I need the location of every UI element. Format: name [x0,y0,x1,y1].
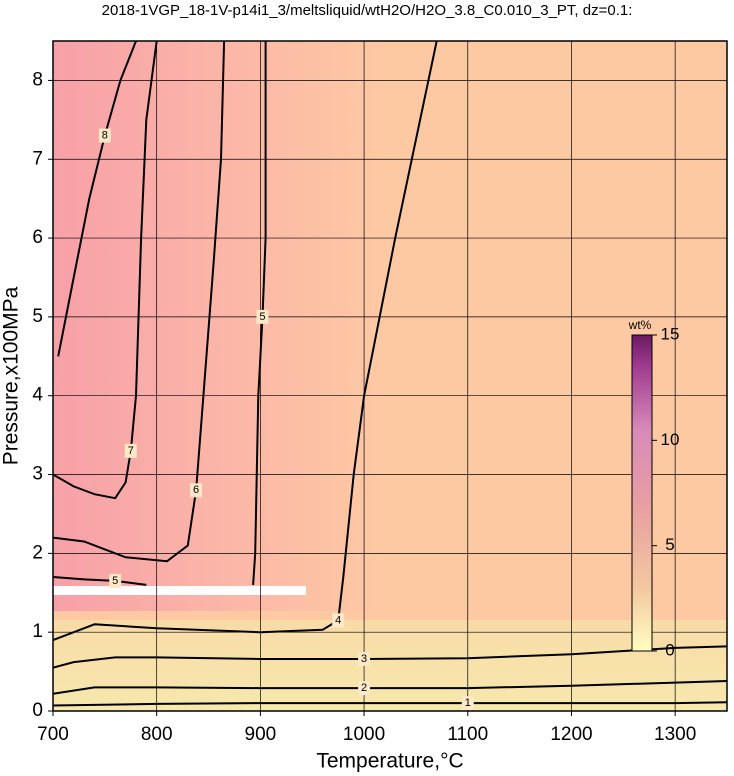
contour-label: 7 [128,445,134,457]
x-tick-label: 700 [37,724,69,745]
contour-line [53,41,226,563]
chart-title: 2018-1VGP_18-1V-p14i1_3/meltsliquid/wtH2… [102,2,633,19]
contour-line [53,701,727,707]
plot-frame [52,40,728,712]
y-tick-label: 3 [32,464,43,485]
colorbar [631,334,653,652]
x-tick-label: 1300 [654,724,696,745]
colorbar-tick-label: 15 [661,324,680,343]
contour-label-bg [124,443,137,458]
contour-label-bg [98,128,111,143]
contour-label-bg [358,681,371,696]
y-tick-label: 0 [32,700,43,721]
contour-label-bg [190,483,203,498]
contour-line [252,41,267,585]
x-tick-label: 1200 [550,724,592,745]
contour-label-bg [109,573,122,588]
contours: 1 2 3 4 5 5 6 7 8 [53,41,727,711]
x-tick-label: 1100 [447,724,488,745]
colorbar-label: wt% [628,318,652,332]
contour-line [53,576,147,586]
contour-line [53,645,727,669]
contour-label: 3 [361,653,367,665]
x-tick-label: 900 [245,724,277,745]
contour-label: 2 [361,682,367,694]
contour-label-bg [332,613,345,628]
contour-label-bg [358,651,371,666]
contour-label: 1 [465,697,471,709]
y-tick-label: 1 [32,621,43,642]
contour-label-bg [256,309,269,324]
colorbar-ticks: 0 5 10 15 [652,324,679,659]
plot-background [53,41,727,711]
contour-label: 6 [193,484,199,496]
y-tick-label: 8 [32,69,43,90]
contour-label-bg [461,696,474,711]
y-axis-title: Pressure,x100MPa [0,286,23,465]
contour-label: 5 [112,575,118,587]
x-tick-label: 1000 [343,724,385,745]
contour-label: 8 [102,129,108,141]
y-tick-label: 4 [32,385,43,406]
y-tick-label: 6 [32,227,43,248]
contour-line [57,41,137,357]
colorbar-tick-label: 0 [665,640,674,659]
y-tick-label: 2 [32,542,43,563]
contour-label: 4 [335,614,341,626]
contour-label: 5 [259,311,265,323]
x-axis-title: Temperature,°C [316,750,463,773]
colorbar-tick-label: 5 [665,535,674,554]
y-tick-label: 7 [32,148,43,169]
colorbar-tick-label: 10 [661,430,680,449]
y-tick-label: 5 [32,306,43,327]
x-tick-label: 800 [141,724,173,745]
